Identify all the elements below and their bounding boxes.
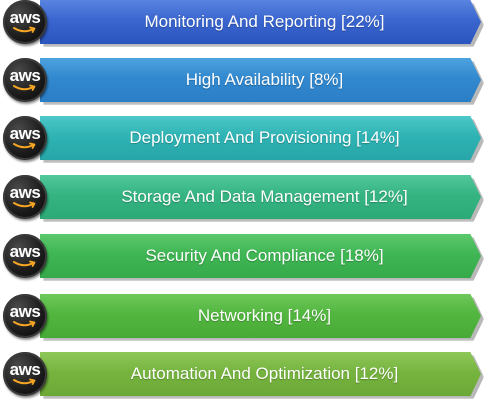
domain-bar: Storage And Data Management [12%] bbox=[40, 175, 481, 219]
aws-logo-text: aws bbox=[9, 242, 41, 261]
domain-bar: Networking [14%] bbox=[40, 294, 481, 338]
smile-arrow-icon bbox=[13, 320, 36, 327]
aws-logo-icon: aws bbox=[3, 234, 47, 278]
smile-arrow-icon bbox=[13, 201, 36, 208]
aws-logo-icon: aws bbox=[3, 0, 47, 44]
aws-logo-icon: aws bbox=[3, 58, 47, 102]
domain-label: Automation And Optimization [12%] bbox=[130, 364, 399, 383]
domain-label: High Availability [8%] bbox=[185, 70, 344, 89]
domain-row: Automation And Optimization [12%] aws bbox=[0, 352, 489, 399]
aws-logo-icon: aws bbox=[3, 294, 47, 338]
domain-row: Monitoring And Reporting [22%] aws bbox=[0, 0, 489, 47]
aws-logo-text: aws bbox=[9, 66, 41, 85]
domain-bar: High Availability [8%] bbox=[40, 58, 481, 102]
domain-bar: Automation And Optimization [12%] bbox=[40, 352, 481, 396]
domain-bar: Monitoring And Reporting [22%] bbox=[40, 0, 481, 44]
aws-logo-text: aws bbox=[9, 302, 41, 321]
domain-bar: Deployment And Provisioning [14%] bbox=[40, 116, 481, 160]
domain-row: Storage And Data Management [12%] aws bbox=[0, 175, 489, 222]
aws-logo-text: aws bbox=[9, 360, 41, 379]
aws-logo-icon: aws bbox=[3, 116, 47, 160]
smile-arrow-icon bbox=[13, 142, 36, 149]
smile-arrow-icon bbox=[13, 26, 36, 33]
domain-bar: Security And Compliance [18%] bbox=[40, 234, 481, 278]
domain-label: Deployment And Provisioning [14%] bbox=[129, 128, 400, 147]
domain-row: Security And Compliance [18%] aws bbox=[0, 234, 489, 281]
domain-row: Deployment And Provisioning [14%] aws bbox=[0, 116, 489, 163]
smile-arrow-icon bbox=[13, 378, 36, 385]
domain-row: Networking [14%] aws bbox=[0, 294, 489, 341]
aws-logo-text: aws bbox=[9, 124, 41, 143]
domain-row: High Availability [8%] aws bbox=[0, 58, 489, 105]
aws-logo-icon: aws bbox=[3, 175, 47, 219]
aws-logo-text: aws bbox=[9, 183, 41, 202]
smile-arrow-icon bbox=[13, 260, 36, 267]
domain-label: Monitoring And Reporting [22%] bbox=[144, 12, 385, 31]
aws-logo-icon: aws bbox=[3, 352, 47, 396]
domain-label: Storage And Data Management [12%] bbox=[121, 187, 408, 206]
smile-arrow-icon bbox=[13, 84, 36, 91]
domain-label: Security And Compliance [18%] bbox=[145, 246, 384, 265]
domain-label: Networking [14%] bbox=[197, 306, 332, 325]
aws-logo-text: aws bbox=[9, 8, 41, 27]
